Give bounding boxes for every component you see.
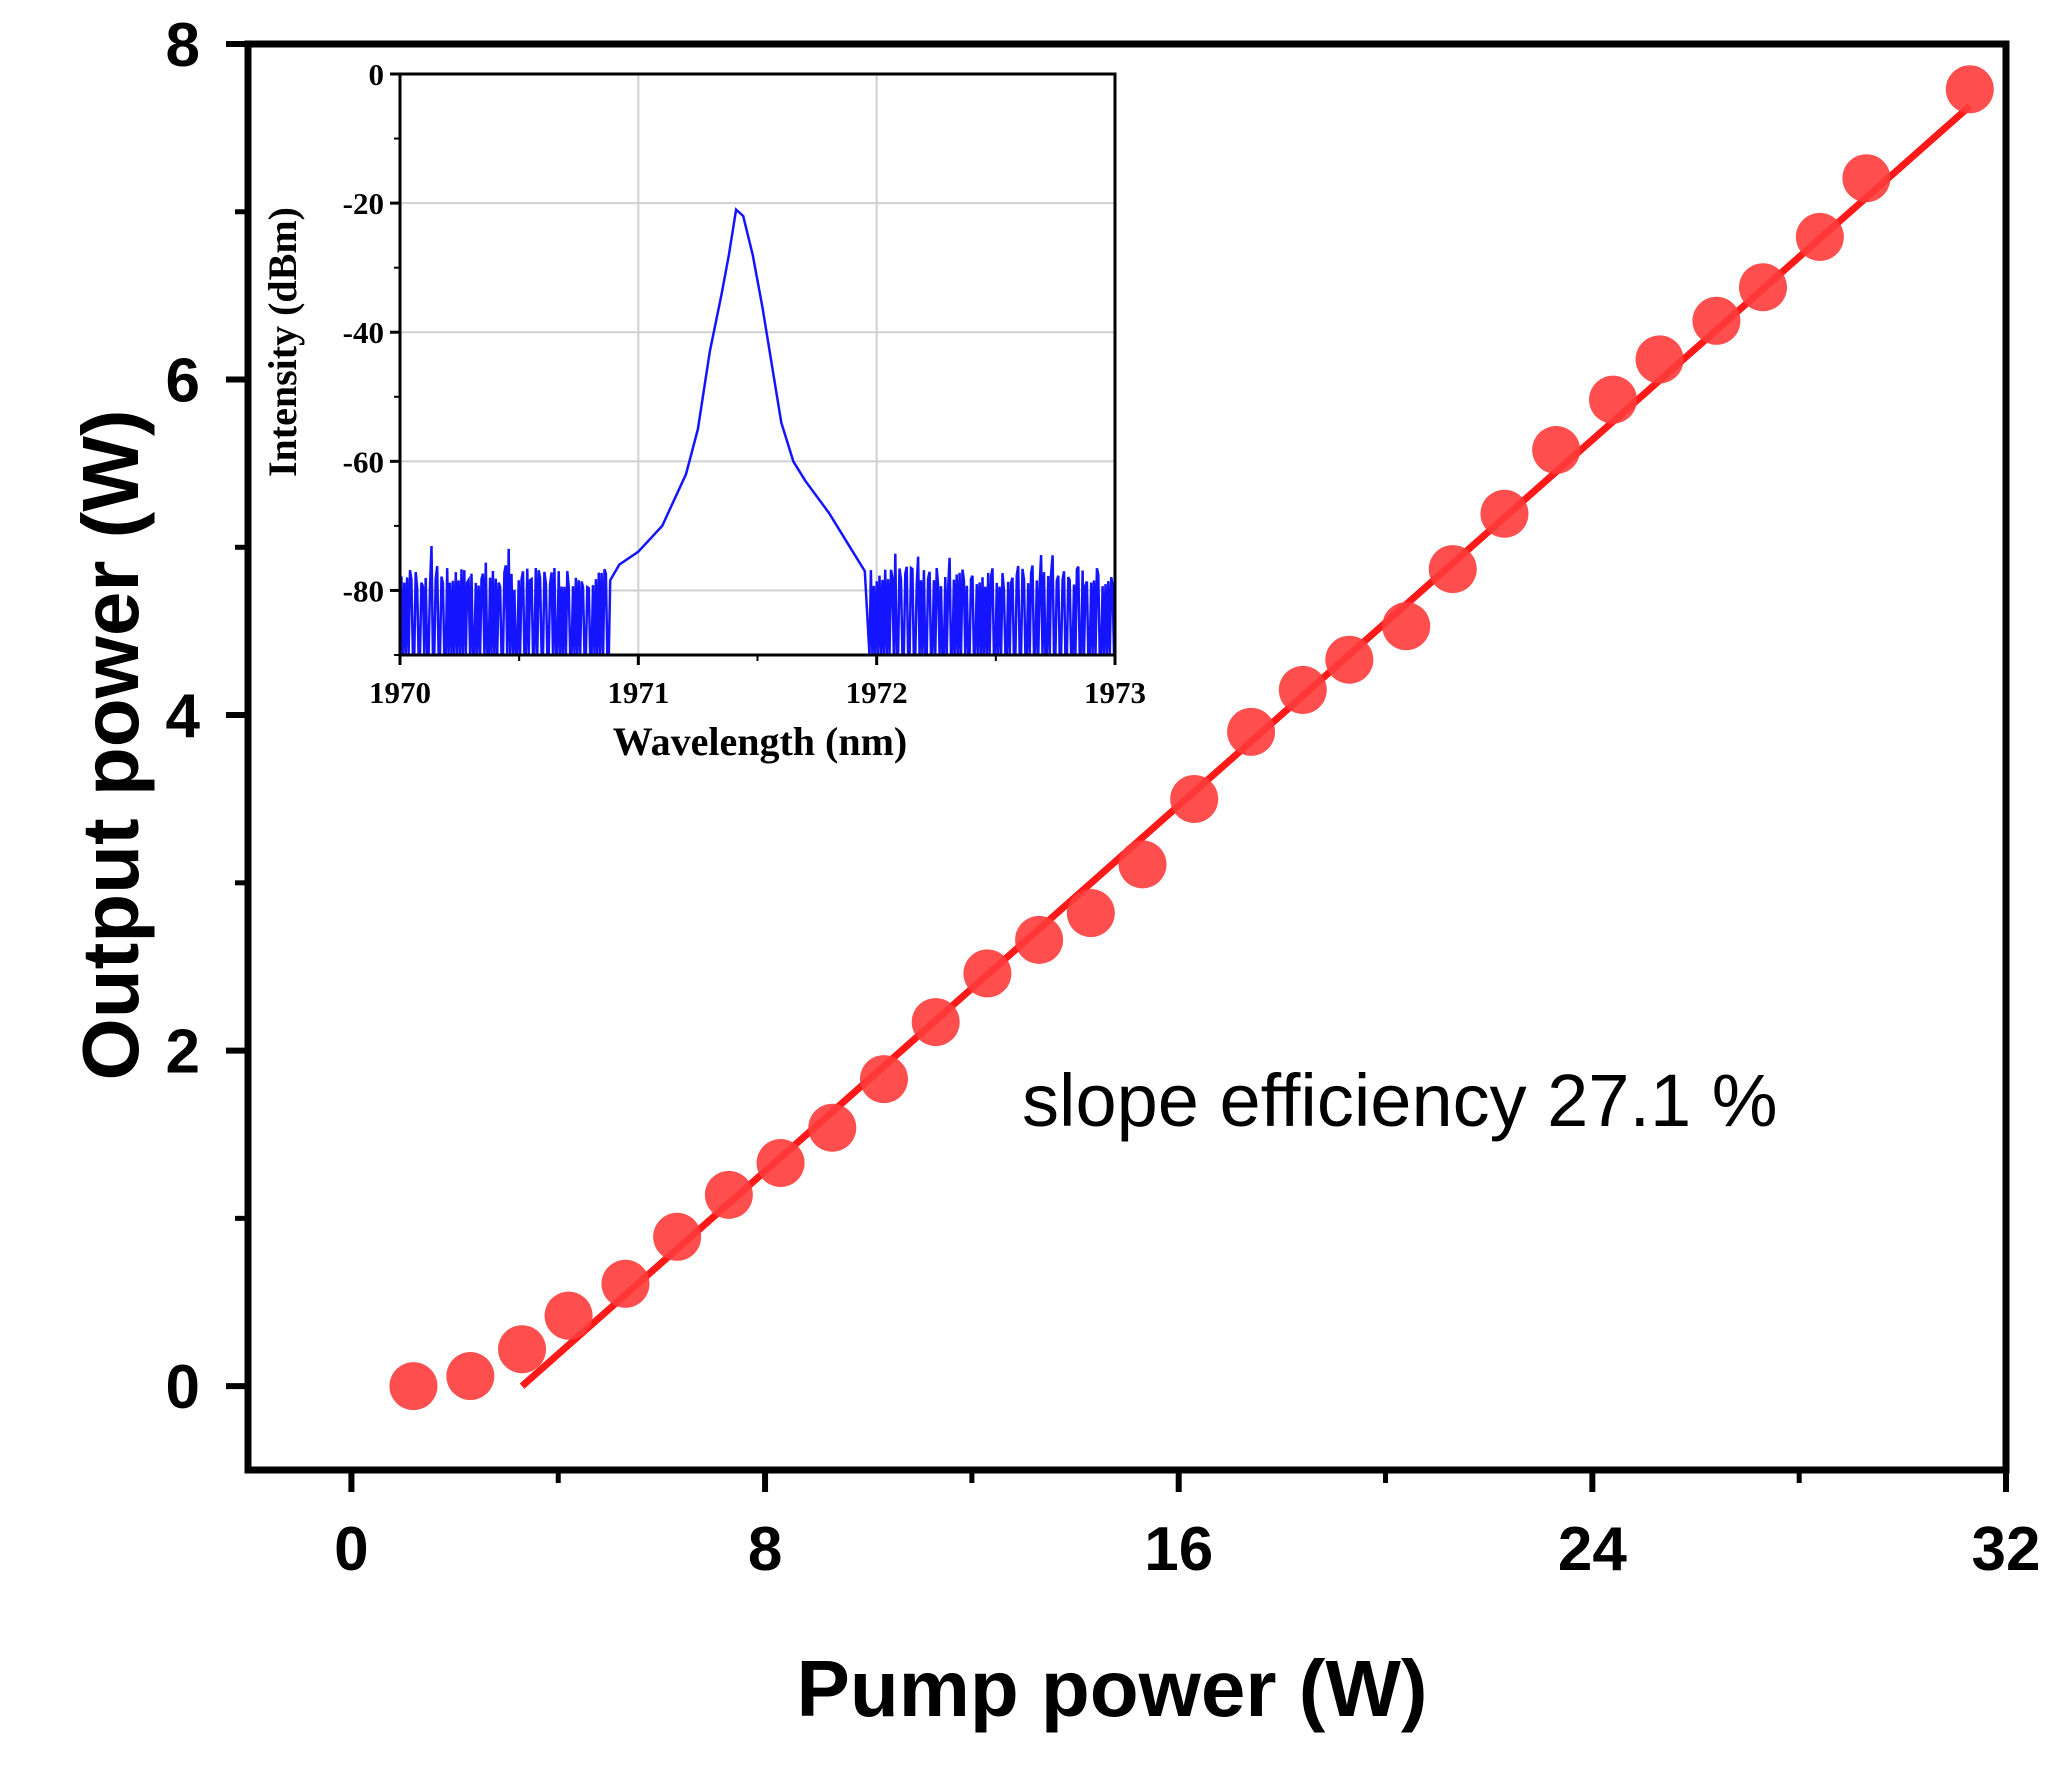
data-point — [544, 1291, 593, 1340]
data-point — [704, 1170, 753, 1219]
data-point — [1795, 212, 1844, 261]
data-point — [1842, 154, 1891, 203]
inset-background — [400, 74, 1115, 655]
data-point — [808, 1103, 857, 1152]
x-axis-label: Pump power (W) — [796, 1644, 1427, 1733]
x-tick-label: 16 — [1144, 1515, 1213, 1584]
inset-x-ticks: 1970 1971 1972 1973 — [369, 655, 1146, 710]
data-point — [911, 998, 960, 1047]
data-point — [601, 1259, 650, 1308]
inset-y-tick-label: 0 — [369, 57, 385, 92]
x-tick-label: 24 — [1558, 1515, 1627, 1584]
y-tick-label: 4 — [166, 682, 201, 751]
data-point — [446, 1352, 495, 1401]
inset-x-tick-label: 1971 — [607, 675, 669, 710]
inset-y-tick-label: -80 — [343, 573, 384, 608]
data-point — [1325, 635, 1374, 684]
x-tick-label: 0 — [334, 1515, 368, 1584]
data-point — [1118, 840, 1167, 889]
inset-x-axis-label: Wavelength (nm) — [613, 719, 907, 764]
x-tick-label: 32 — [1972, 1515, 2041, 1584]
inset-y-tick-label: -60 — [343, 444, 384, 479]
inset-x-tick-label: 1973 — [1084, 675, 1146, 710]
data-point — [1015, 915, 1064, 964]
y-axis-label: Output power (W) — [66, 410, 155, 1081]
y-tick-label: 0 — [166, 1353, 200, 1422]
data-point — [389, 1362, 438, 1411]
data-point — [756, 1138, 805, 1187]
data-point — [1480, 489, 1529, 538]
y-tick-label: 6 — [166, 347, 200, 416]
inset-y-axis-label: Intensity (dBm) — [260, 207, 305, 477]
data-point — [1066, 889, 1115, 938]
data-point — [1278, 665, 1327, 714]
slope-efficiency-annotation: slope efficiency 27.1 % — [1022, 1059, 1778, 1142]
data-point — [1170, 774, 1219, 823]
inset-y-ticks: 0 -20 -40 -60 -80 — [343, 57, 400, 656]
data-point — [963, 949, 1012, 998]
data-point — [653, 1212, 702, 1261]
y-tick-label: 2 — [166, 1018, 200, 1087]
data-points-group — [389, 65, 1994, 1411]
data-point — [1532, 425, 1581, 474]
inset-x-tick-label: 1970 — [369, 675, 431, 710]
inset-x-tick-label: 1972 — [846, 675, 908, 710]
x-tick-label: 8 — [748, 1515, 782, 1584]
data-point — [1692, 296, 1741, 345]
inset-spectrum-chart: 1970 1971 1972 1973 0 -20 -40 -60 -80 Wavelengt… — [260, 57, 1146, 764]
inset-y-tick-label: -40 — [343, 315, 384, 350]
data-point — [1382, 602, 1431, 651]
data-point — [1227, 707, 1276, 756]
data-point — [859, 1055, 908, 1104]
main-x-ticks: 0 8 16 24 32 — [334, 1470, 2040, 1584]
y-tick-label: 8 — [166, 11, 200, 80]
inset-y-tick-label: -20 — [343, 186, 384, 221]
data-point — [1589, 375, 1638, 424]
data-point — [1635, 335, 1684, 384]
data-point — [498, 1325, 547, 1374]
main-plot-frame — [244, 40, 2010, 1474]
main-y-ticks: 0 2 4 6 8 — [166, 11, 248, 1422]
data-point — [1738, 263, 1787, 312]
data-point — [1945, 65, 1994, 114]
data-point — [1428, 545, 1477, 594]
